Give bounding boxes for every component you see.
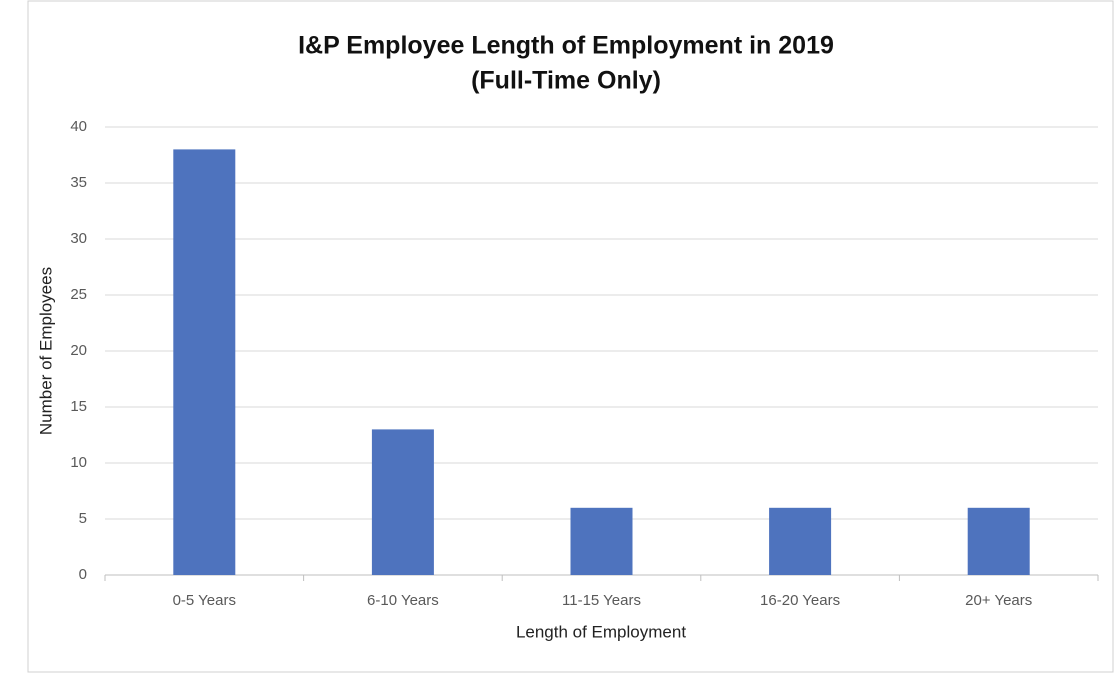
- chart-title: (Full-Time Only): [471, 67, 661, 95]
- y-tick-label: 25: [70, 286, 87, 303]
- x-tick-label: 16-20 Years: [760, 592, 840, 609]
- bar: [570, 507, 633, 575]
- x-tick-label: 11-15 Years: [562, 592, 641, 609]
- bar: [769, 507, 832, 575]
- y-tick-label: 10: [70, 454, 87, 471]
- y-tick-label: 35: [70, 174, 87, 191]
- y-tick-label: 20: [70, 342, 87, 359]
- x-axis-title: Length of Employment: [516, 622, 686, 641]
- chart-title: I&P Employee Length of Employment in 201…: [298, 32, 834, 60]
- bar: [371, 429, 434, 575]
- y-axis-title: Number of Employees: [36, 267, 55, 435]
- y-tick-label: 30: [70, 230, 87, 247]
- y-tick-label: 15: [70, 398, 87, 415]
- bar: [173, 149, 236, 575]
- x-tick-label: 20+ Years: [965, 592, 1032, 609]
- y-tick-label: 40: [70, 118, 87, 135]
- x-tick-label: 0-5 Years: [173, 592, 236, 609]
- x-tick-label: 6-10 Years: [367, 592, 439, 609]
- y-tick-label: 0: [79, 566, 87, 583]
- bar: [967, 507, 1030, 575]
- y-tick-label: 5: [79, 510, 87, 527]
